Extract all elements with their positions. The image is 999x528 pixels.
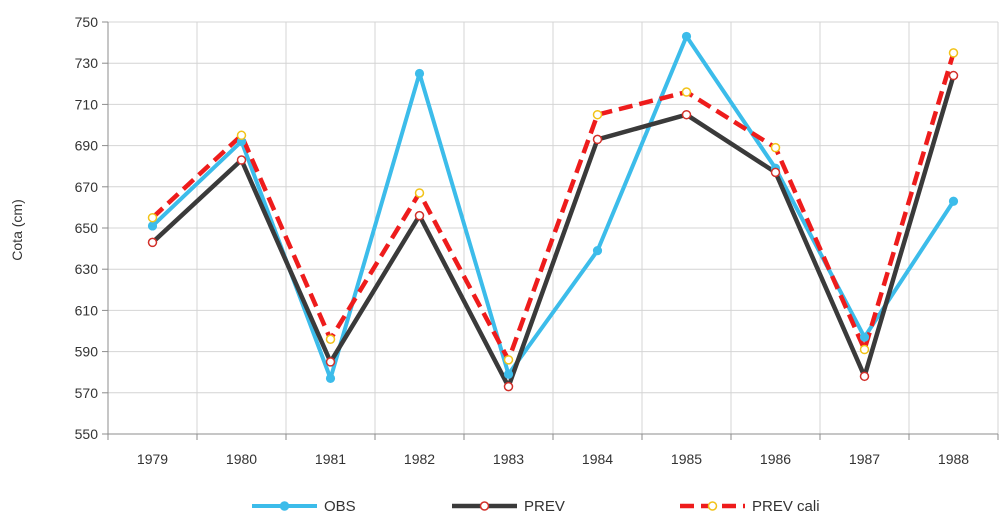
series-line-prev <box>150 74 956 389</box>
data-point-prev <box>236 155 247 165</box>
data-point-obs <box>948 196 959 206</box>
y-tick-label: 610 <box>75 302 99 318</box>
legend-marker-prev-cali <box>707 501 718 511</box>
y-tick-label: 650 <box>75 220 99 236</box>
legend-label-prev: PREV <box>524 498 565 515</box>
data-point-prev <box>859 371 870 382</box>
data-point-obs <box>503 369 514 379</box>
data-point-prev <box>414 210 425 221</box>
legend-marker-prev <box>479 501 490 511</box>
data-point-prev <box>503 381 514 392</box>
y-tick-label: 590 <box>75 344 99 360</box>
data-point-obs <box>414 68 425 79</box>
y-tick-label: 550 <box>75 426 99 442</box>
data-point-prev <box>681 109 692 120</box>
y-tick-label: 670 <box>75 179 99 195</box>
data-point-obs <box>859 332 870 342</box>
y-tick-label: 750 <box>75 14 99 30</box>
x-tick-label: 1982 <box>404 451 435 467</box>
x-tick-label: 1980 <box>226 451 257 467</box>
data-point-prev-cali <box>414 188 425 198</box>
data-point-prev-cali <box>770 142 781 153</box>
x-tick-label: 1984 <box>582 451 613 467</box>
data-point-prev <box>325 357 336 367</box>
x-tick-label: 1983 <box>493 451 524 467</box>
y-tick-label: 690 <box>75 138 99 154</box>
data-point-prev-cali <box>236 130 247 141</box>
data-point-obs <box>325 373 336 383</box>
data-point-prev <box>770 167 781 178</box>
data-point-prev-cali <box>147 212 158 223</box>
y-tick-label: 710 <box>75 96 99 112</box>
data-point-prev-cali <box>948 48 959 58</box>
data-point-prev-cali <box>503 355 514 365</box>
legend-label-obs: OBS <box>324 498 356 515</box>
data-point-prev-cali <box>859 344 870 355</box>
y-tick-label: 730 <box>75 55 99 71</box>
axes: 550 570 590 610 630 650 670 690 710 730 750 1979 198… <box>75 14 999 467</box>
x-tick-label: 1979 <box>137 451 168 467</box>
data-point-prev <box>147 237 158 248</box>
data-point-obs <box>681 31 692 42</box>
y-tick-label: 630 <box>75 261 99 277</box>
data-point-prev-cali <box>325 334 336 344</box>
x-tick-label: 1986 <box>760 451 791 467</box>
legend-label-prev-cali: PREV cali <box>752 498 820 515</box>
data-point-prev-cali <box>681 87 692 97</box>
legend: OBS PREV PREV cali <box>252 498 820 515</box>
series-lines <box>150 34 956 389</box>
y-axis-title: Cota (cm) <box>9 199 25 260</box>
data-point-prev <box>592 134 603 145</box>
data-point-obs <box>592 246 603 256</box>
series-markers <box>147 31 959 392</box>
series-line-prev-cali <box>150 52 956 363</box>
legend-marker-obs <box>279 501 290 511</box>
x-tick-label: 1981 <box>315 451 346 467</box>
data-point-prev <box>948 70 959 81</box>
x-tick-label: 1987 <box>849 451 880 467</box>
y-tick-label: 570 <box>75 385 99 401</box>
x-tick-label: 1985 <box>671 451 702 467</box>
x-tick-label: 1988 <box>938 451 969 467</box>
data-point-prev-cali <box>592 109 603 120</box>
data-point-obs <box>147 221 158 231</box>
